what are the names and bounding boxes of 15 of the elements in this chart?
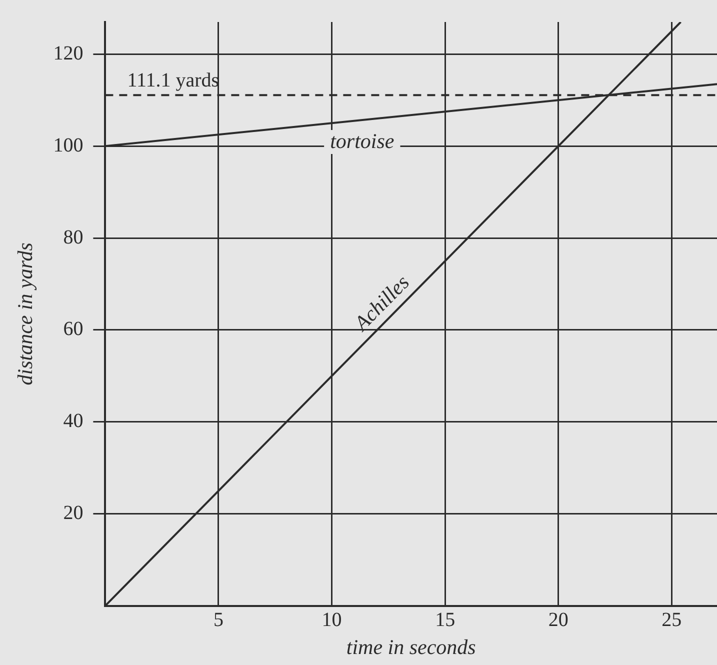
- series-label: tortoise: [330, 129, 394, 154]
- y-tick-label: 20: [63, 502, 84, 524]
- x-tick-label: 20: [548, 609, 568, 632]
- y-axis-title: distance in yards: [13, 242, 38, 386]
- x-tick-label: 10: [322, 609, 342, 632]
- y-tick-label: 40: [63, 410, 84, 432]
- x-tick-label: 15: [435, 609, 456, 632]
- y-tick-label: 100: [53, 134, 84, 156]
- x-tick-label: 25: [662, 609, 682, 632]
- y-tick-label: 80: [63, 226, 84, 248]
- y-tick-label: 60: [63, 318, 84, 340]
- x-axis-title: time in seconds: [346, 634, 476, 659]
- ref-line-label: 111.1 yards: [127, 69, 220, 92]
- y-tick-label: 120: [53, 42, 84, 64]
- x-tick-label: 5: [213, 609, 224, 632]
